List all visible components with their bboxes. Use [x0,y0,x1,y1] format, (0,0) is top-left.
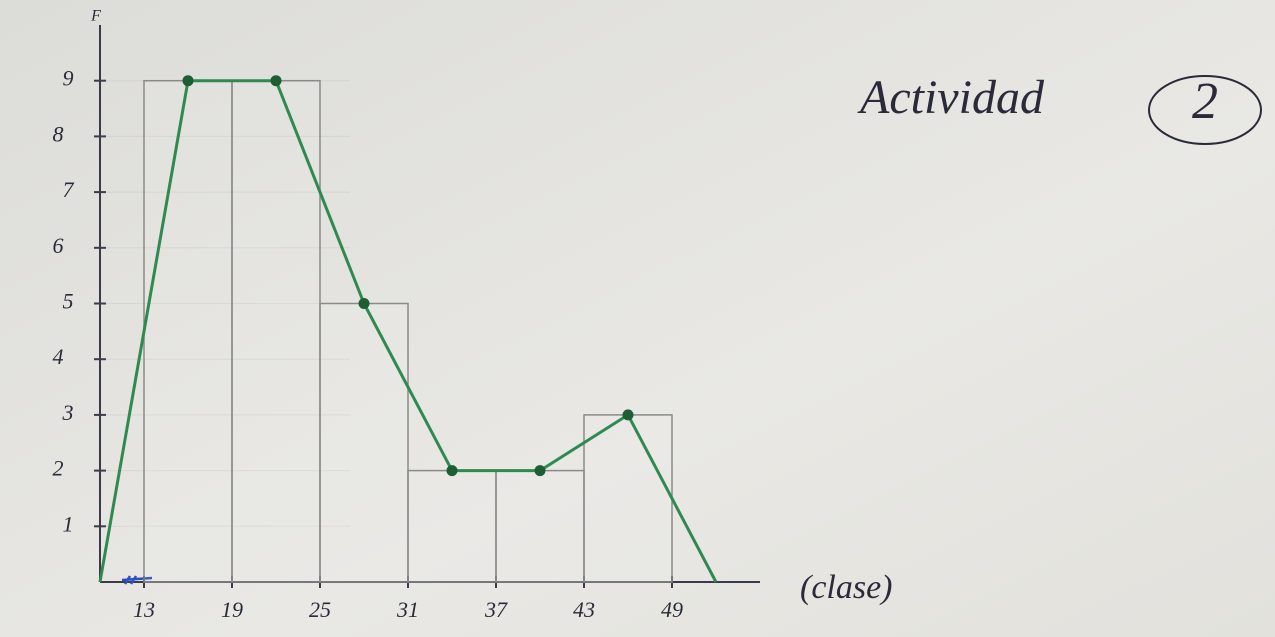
chart: Actividad 2 F (clase) 1 2 3 4 5 6 7 8 9 13 19 25 31 37 4… [0,0,1275,637]
polygon-point [623,409,634,420]
annotation: Actividad [857,71,1045,124]
polygon-point [447,465,458,476]
y-tick-label: 6 [53,233,64,258]
y-tick-label: 3 [62,400,74,425]
x-axis-label: (clase) [800,569,893,606]
polygon-point [271,75,282,86]
y-tick-label: 1 [63,511,74,536]
x-tick-label: 43 [573,597,595,622]
polygon-point [535,465,546,476]
bar [144,81,232,582]
x-tick-label: 49 [661,597,683,622]
bar [408,471,496,582]
x-tick-label: 25 [309,597,331,622]
page: Actividad 2 F (clase) 1 2 3 4 5 6 7 8 9 13 19 25 31 37 4… [0,0,1275,637]
polygon-point [359,298,370,309]
y-tick-label: 9 [63,66,74,91]
y-tick-label: 2 [53,456,64,481]
y-tick-label: 8 [53,121,64,146]
polygon-point [183,75,194,86]
x-tick-label: 31 [396,597,419,622]
y-axis-label: F [90,8,101,25]
x-tick-label: 13 [133,597,155,622]
y-tick-label: 5 [63,289,74,314]
x-tick-label: 19 [221,597,243,622]
bar [496,471,584,582]
y-tick-label: 4 [53,344,64,369]
annotation-number: 2 [1192,73,1218,130]
y-tick-label: 7 [63,177,75,202]
bar [320,304,408,583]
x-tick-label: 37 [484,597,508,622]
bar [584,415,672,582]
